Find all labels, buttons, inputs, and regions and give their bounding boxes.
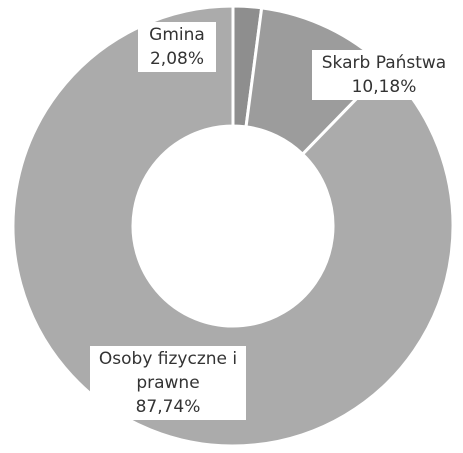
- value-label: 2,08%: [149, 49, 204, 69]
- category-label: Gmina: [149, 25, 205, 45]
- slice-label: Skarb Państwa 10,18%: [312, 50, 456, 100]
- category-label: Skarb Państwa: [321, 53, 447, 73]
- slice-label: Osoby fizyczne i prawne 87,74%: [90, 346, 246, 420]
- category-label: Osoby fizyczne i prawne: [98, 349, 238, 393]
- value-label: 10,18%: [351, 77, 417, 97]
- value-label: 87,74%: [135, 397, 201, 417]
- donut-slice: [11, 4, 455, 448]
- slice-label: Gmina 2,08%: [138, 22, 216, 72]
